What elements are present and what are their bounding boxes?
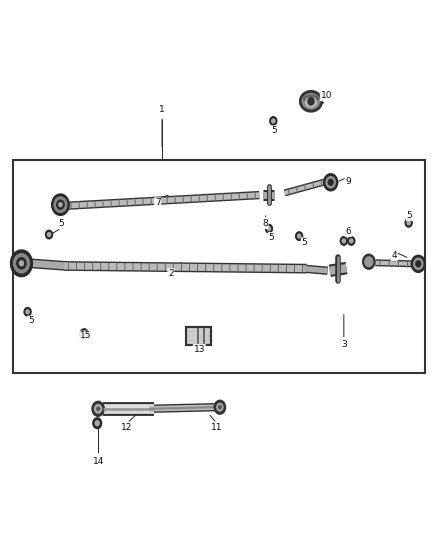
Circle shape <box>26 310 29 314</box>
Text: 9: 9 <box>345 177 351 185</box>
Text: 5: 5 <box>58 220 64 228</box>
Text: 1: 1 <box>159 105 165 114</box>
Text: 5: 5 <box>406 212 413 220</box>
Circle shape <box>324 174 338 191</box>
Text: 2: 2 <box>168 269 173 278</box>
Text: 14: 14 <box>93 457 104 465</box>
Circle shape <box>350 239 353 243</box>
Circle shape <box>46 230 53 239</box>
Circle shape <box>24 308 31 316</box>
Circle shape <box>265 224 272 233</box>
Text: 11: 11 <box>211 424 223 432</box>
Text: 4: 4 <box>392 252 397 260</box>
Circle shape <box>326 177 335 188</box>
Circle shape <box>297 234 301 238</box>
Text: 3: 3 <box>341 341 347 349</box>
Circle shape <box>214 400 226 414</box>
Circle shape <box>57 200 64 209</box>
Text: 13: 13 <box>194 345 205 353</box>
Circle shape <box>17 258 26 269</box>
Bar <box>186 327 211 345</box>
Text: 12: 12 <box>121 424 133 432</box>
Ellipse shape <box>305 98 316 107</box>
Circle shape <box>92 401 104 416</box>
Text: 5: 5 <box>301 238 307 247</box>
Circle shape <box>342 239 346 243</box>
Ellipse shape <box>303 95 318 102</box>
Bar <box>186 327 211 345</box>
Circle shape <box>95 405 102 413</box>
Circle shape <box>328 179 333 185</box>
Text: 8: 8 <box>262 220 268 228</box>
Circle shape <box>219 406 221 409</box>
Text: 6: 6 <box>345 228 351 236</box>
Circle shape <box>95 421 99 425</box>
Circle shape <box>11 250 32 277</box>
Circle shape <box>272 119 275 123</box>
Circle shape <box>363 254 375 269</box>
Circle shape <box>407 221 410 225</box>
Ellipse shape <box>300 91 322 112</box>
Circle shape <box>405 219 412 227</box>
Text: 15: 15 <box>80 332 91 340</box>
Circle shape <box>47 232 51 237</box>
Text: 10: 10 <box>321 92 332 100</box>
Circle shape <box>80 329 88 340</box>
Circle shape <box>270 117 277 125</box>
Circle shape <box>348 237 355 245</box>
Circle shape <box>296 232 303 240</box>
Circle shape <box>365 257 373 266</box>
Circle shape <box>267 227 271 231</box>
Circle shape <box>59 203 62 207</box>
Circle shape <box>340 237 347 245</box>
Circle shape <box>93 418 102 429</box>
Circle shape <box>97 407 99 410</box>
Circle shape <box>414 259 423 269</box>
Text: 7: 7 <box>155 198 161 207</box>
Circle shape <box>19 261 24 266</box>
Circle shape <box>52 194 69 215</box>
Circle shape <box>411 255 425 272</box>
Circle shape <box>82 332 86 337</box>
Text: 5: 5 <box>271 126 277 135</box>
Text: 5: 5 <box>28 317 34 325</box>
Circle shape <box>54 197 67 212</box>
Circle shape <box>308 98 314 105</box>
Bar <box>13 160 425 373</box>
Text: 5: 5 <box>268 233 275 241</box>
Circle shape <box>416 261 421 267</box>
Circle shape <box>217 403 223 411</box>
Circle shape <box>14 254 29 273</box>
Ellipse shape <box>302 94 320 109</box>
